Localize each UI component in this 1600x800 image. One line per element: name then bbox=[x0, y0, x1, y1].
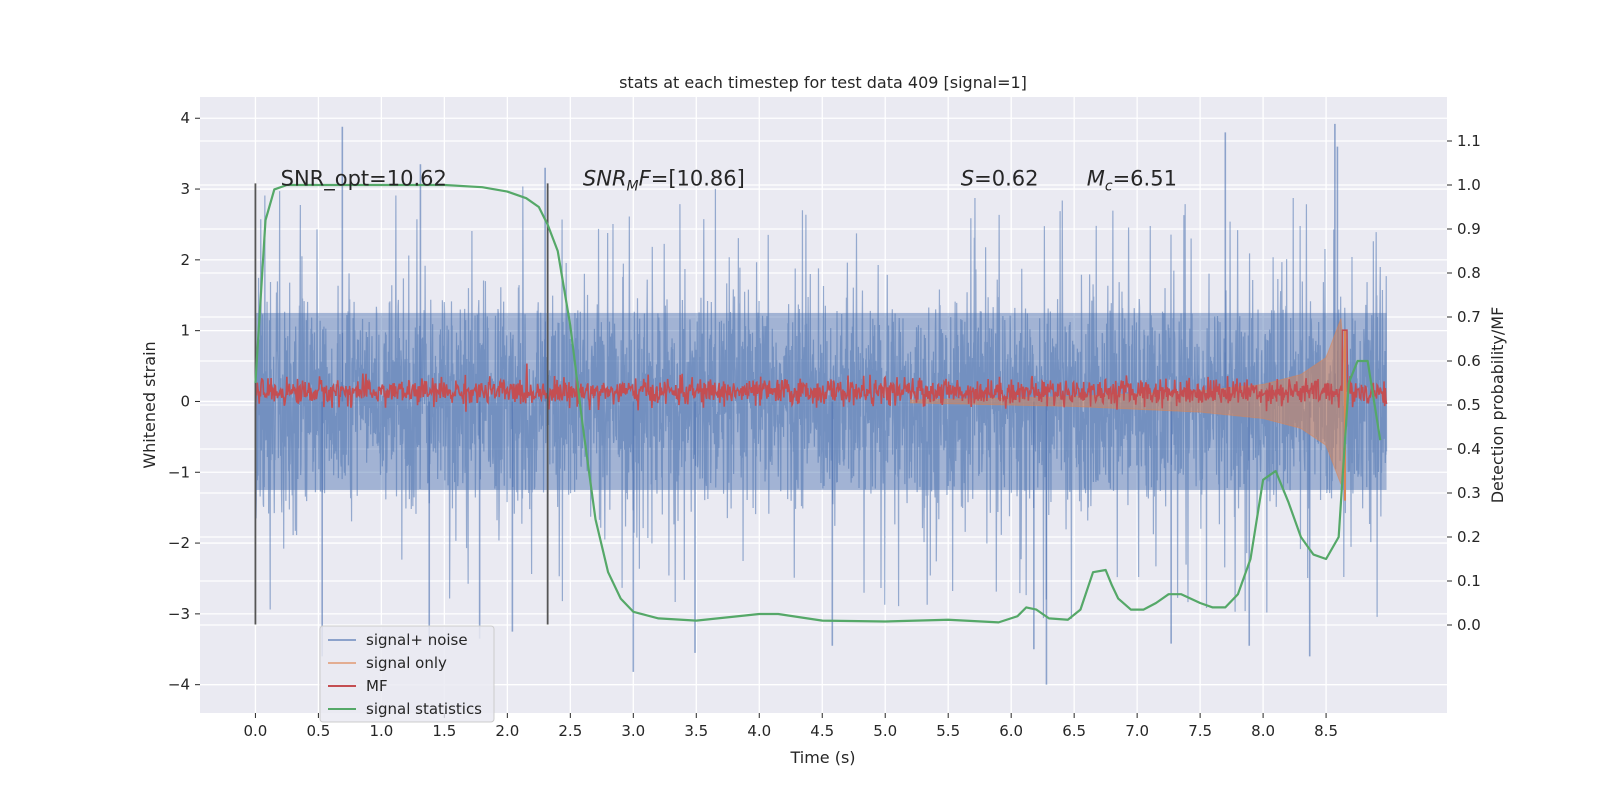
y-right-tick-label: 0.2 bbox=[1457, 528, 1481, 546]
x-tick-label: 1.5 bbox=[432, 722, 456, 740]
signal-noise-line bbox=[254, 186, 1388, 619]
y-left-tick-label: 3 bbox=[180, 180, 190, 198]
x-tick-label: 2.0 bbox=[495, 722, 519, 740]
y-right-tick-label: 0.6 bbox=[1457, 352, 1481, 370]
y-left-tick-label: −4 bbox=[168, 676, 190, 694]
y-axis-left-ticks: −4 −3 −2 −1 0 1 2 3 4 bbox=[168, 109, 200, 694]
x-tick-label: 7.0 bbox=[1125, 722, 1149, 740]
y-right-tick-label: 0.7 bbox=[1457, 308, 1481, 326]
y-right-tick-label: 0.3 bbox=[1457, 484, 1481, 502]
y-right-tick-label: 0.4 bbox=[1457, 440, 1481, 458]
mf-line bbox=[254, 329, 1388, 412]
annotations: SNR_opt=10.62 SNRMF=[10.86] S=0.62 Mc=6.51 bbox=[281, 167, 1177, 195]
y-axis-right-ticks: 0.0 0.1 0.2 0.3 0.4 0.5 0.6 0.7 0.8 0.9 1.0 1.1 bbox=[1447, 132, 1481, 634]
vertical-markers bbox=[254, 183, 549, 625]
legend-label-2: MF bbox=[366, 677, 388, 695]
y-left-tick-label: 2 bbox=[180, 251, 190, 269]
legend-label-1: signal only bbox=[366, 654, 447, 672]
legend-label-3: signal statistics bbox=[366, 700, 482, 718]
y-right-tick-label: 0.9 bbox=[1457, 220, 1481, 238]
x-tick-label: 6.0 bbox=[999, 722, 1023, 740]
y-right-tick-label: 1.0 bbox=[1457, 176, 1481, 194]
x-axis-ticks: 0.0 0.5 1.0 1.5 2.0 2.5 3.0 3.5 4.0 4.5 5.0 5.5 6.0 6… bbox=[243, 713, 1338, 740]
x-axis-title: Time (s) bbox=[789, 748, 855, 767]
annotation-3: Mc=6.51 bbox=[1087, 167, 1177, 195]
x-tick-label: 2.5 bbox=[558, 722, 582, 740]
x-tick-label: 8.0 bbox=[1251, 722, 1275, 740]
series-signal-statistics bbox=[254, 183, 1382, 624]
legend-label-0: signal+ noise bbox=[366, 631, 468, 649]
x-tick-label: 8.5 bbox=[1314, 722, 1338, 740]
y-right-tick-label: 0.0 bbox=[1457, 616, 1481, 634]
x-tick-label: 6.5 bbox=[1062, 722, 1086, 740]
x-tick-label: 4.5 bbox=[810, 722, 834, 740]
x-tick-label: 3.5 bbox=[684, 722, 708, 740]
y-left-tick-label: −3 bbox=[168, 605, 190, 623]
x-tick-label: 1.0 bbox=[369, 722, 393, 740]
signal-statistics-line bbox=[254, 183, 1382, 624]
x-tick-label: 0.0 bbox=[243, 722, 267, 740]
y-right-tick-label: 0.5 bbox=[1457, 396, 1481, 414]
x-tick-label: 4.0 bbox=[747, 722, 771, 740]
legend-box bbox=[319, 625, 495, 723]
y-right-tick-label: 0.8 bbox=[1457, 264, 1481, 282]
legend: signal+ noise signal only MF signal statist… bbox=[319, 625, 495, 723]
series-mf bbox=[254, 329, 1388, 412]
y-right-tick-label: 0.1 bbox=[1457, 572, 1481, 590]
annotation-1: SNRMF=[10.86] bbox=[583, 167, 745, 195]
x-tick-label: 3.0 bbox=[621, 722, 645, 740]
y-axis-left-title: Whitened strain bbox=[140, 341, 159, 468]
y-left-tick-label: −1 bbox=[168, 463, 190, 481]
x-tick-label: 0.5 bbox=[306, 722, 330, 740]
y-left-tick-label: 4 bbox=[180, 109, 190, 127]
y-left-tick-label: −2 bbox=[168, 534, 190, 552]
x-tick-label: 7.5 bbox=[1188, 722, 1212, 740]
x-tick-label: 5.0 bbox=[873, 722, 897, 740]
annotation-0: SNR_opt=10.62 bbox=[281, 167, 447, 192]
y-right-tick-label: 1.1 bbox=[1457, 132, 1481, 150]
x-tick-label: 5.5 bbox=[936, 722, 960, 740]
y-left-tick-label: 0 bbox=[180, 392, 190, 410]
y-left-tick-label: 1 bbox=[180, 322, 190, 340]
chart-title: stats at each timestep for test data 409… bbox=[619, 73, 1027, 92]
y-axis-right-title: Detection probability/MF bbox=[1488, 307, 1507, 504]
annotation-2: S=0.62 bbox=[961, 167, 1039, 191]
